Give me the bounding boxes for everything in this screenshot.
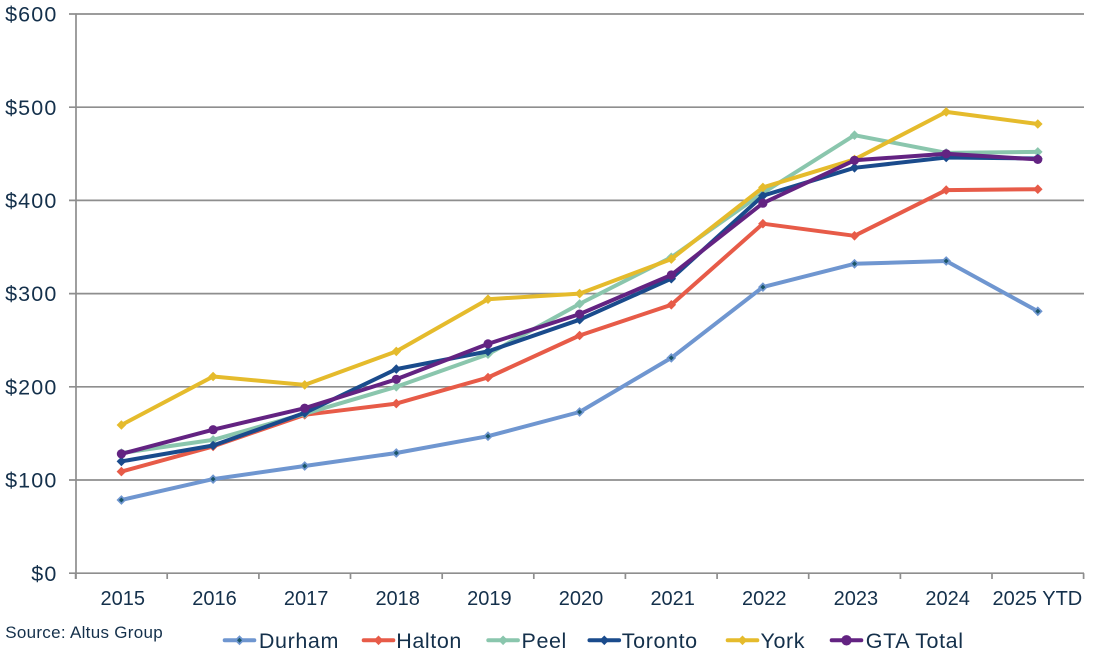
svg-text:2018: 2018 [375,588,420,610]
svg-text:2022: 2022 [742,588,787,610]
svg-text:Durham: Durham [259,629,339,653]
svg-text:2024: 2024 [925,588,970,610]
svg-text:$400: $400 [5,189,57,213]
svg-text:2023: 2023 [834,588,879,610]
svg-text:2017: 2017 [284,588,329,610]
svg-text:2020: 2020 [559,588,604,610]
svg-text:Source: Altus Group: Source: Altus Group [5,623,163,642]
svg-text:2019: 2019 [467,588,512,610]
svg-text:Peel: Peel [522,629,567,653]
svg-text:$300: $300 [5,282,57,306]
svg-text:York: York [761,629,806,653]
svg-text:2016: 2016 [192,588,237,610]
svg-text:2015: 2015 [101,588,146,610]
svg-text:Halton: Halton [396,629,462,653]
svg-text:2021: 2021 [650,588,695,610]
svg-text:2025 YTD: 2025 YTD [993,588,1083,610]
svg-text:Toronto: Toronto [622,629,698,653]
svg-text:$600: $600 [5,3,57,27]
svg-text:GTA Total: GTA Total [866,629,964,653]
svg-text:$100: $100 [5,469,57,493]
svg-text:$0: $0 [31,562,57,586]
svg-text:$500: $500 [5,96,57,120]
svg-text:$200: $200 [5,375,57,399]
